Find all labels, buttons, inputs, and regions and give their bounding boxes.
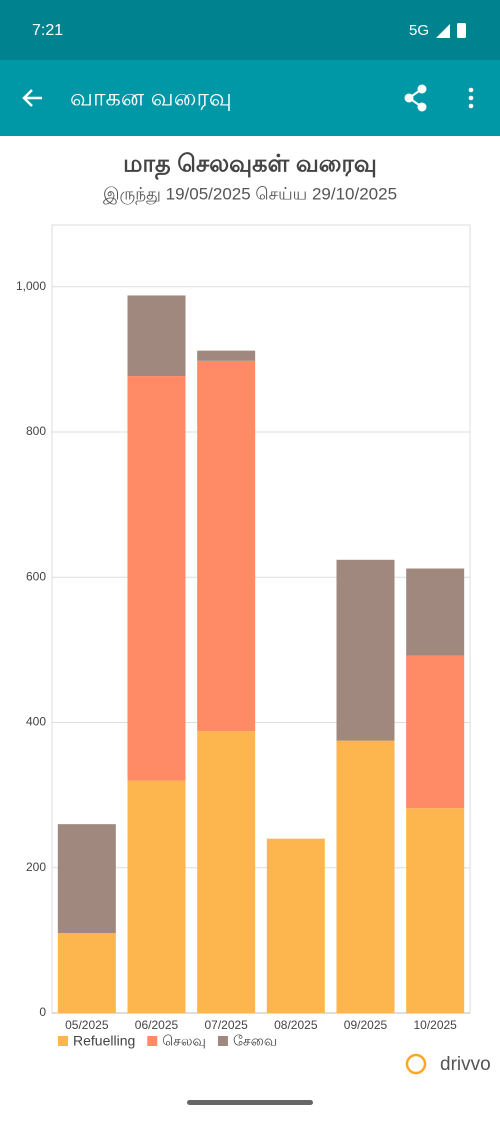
- y-tick-label: 400: [26, 715, 46, 729]
- chart-subtitle: இருந்து 19/05/2025 செய்ய 29/10/2025: [103, 184, 397, 204]
- legend-label: செலவு: [162, 1033, 206, 1049]
- status-network: 5G: [409, 22, 429, 39]
- more-button[interactable]: [468, 87, 474, 109]
- back-button[interactable]: [22, 89, 42, 107]
- legend-swatch: [58, 1036, 68, 1046]
- bar-segment: [197, 731, 256, 1013]
- x-tick-label: 09/2025: [344, 1018, 388, 1032]
- bar-segment: [57, 824, 116, 934]
- bar-segment: [197, 350, 256, 361]
- x-tick-label: 10/2025: [413, 1018, 457, 1032]
- legend-label: Refuelling: [73, 1033, 135, 1049]
- brand-logo: [405, 1053, 427, 1075]
- y-tick-label: 0: [39, 1005, 46, 1019]
- y-tick-label: 600: [26, 569, 46, 583]
- status-time: 7:21: [32, 22, 63, 39]
- legend-swatch: [217, 1036, 228, 1046]
- bar-segment: [57, 933, 116, 1013]
- bar-segment: [336, 740, 395, 1013]
- x-tick-label: 05/2025: [65, 1018, 109, 1032]
- signal-icon: [436, 24, 450, 38]
- status-bar: [0, 0, 500, 60]
- bar-segment: [197, 360, 256, 732]
- app-bar: [0, 60, 500, 136]
- x-tick-label: 07/2025: [204, 1018, 248, 1032]
- app-title: வாகன வரைவு: [70, 84, 232, 111]
- bar-segment: [336, 559, 395, 741]
- x-tick-label: 08/2025: [274, 1018, 318, 1032]
- bar-segment: [127, 295, 186, 377]
- bar-segment: [406, 808, 465, 1013]
- y-tick-label: 200: [26, 860, 46, 874]
- y-tick-label: 800: [26, 424, 46, 438]
- brand: drivvo: [440, 1054, 491, 1075]
- chart-title: மாத செலவுகள் வரைவு: [123, 150, 377, 180]
- battery-icon: [457, 23, 466, 38]
- bar-segment: [127, 376, 186, 781]
- legend-swatch: [147, 1036, 158, 1046]
- bar-segment: [406, 655, 465, 809]
- bar-segment: [406, 568, 465, 656]
- bar-segment: [127, 780, 186, 1013]
- nav-handle: [187, 1100, 313, 1105]
- y-tick-label: 1,000: [16, 279, 46, 293]
- bar-segment: [266, 838, 325, 1013]
- legend-label: சேவை: [233, 1033, 277, 1049]
- x-tick-label: 06/2025: [135, 1018, 179, 1032]
- share-button[interactable]: [404, 84, 427, 112]
